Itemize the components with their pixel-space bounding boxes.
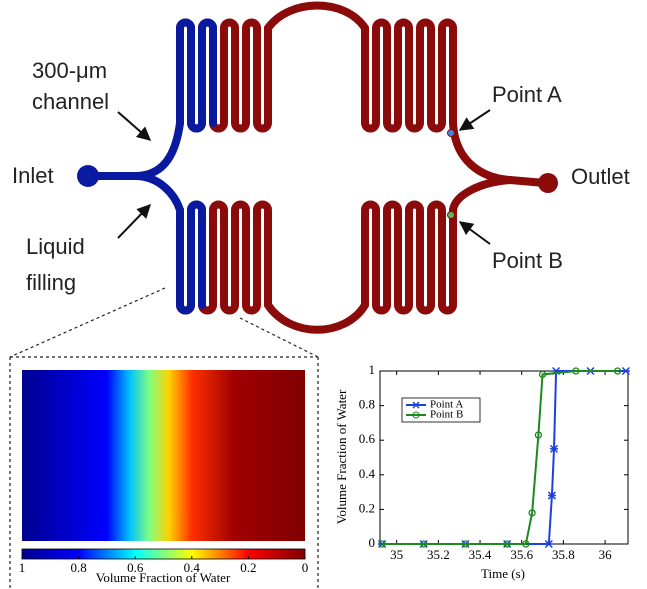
field-image [22,370,305,541]
label: Liquid [26,234,85,259]
x-tick-label: 35.2 [427,547,450,562]
y-tick-label: 0.8 [359,397,375,412]
marker [538,370,547,379]
y-tick-label: 0 [369,535,376,550]
legend-marker [412,411,420,419]
colorbar [21,548,306,560]
marker [572,367,580,375]
marker [621,366,630,376]
point-a-marker [447,129,455,137]
x-axis-label: Time (s) [481,566,525,581]
marker [528,509,536,517]
y-axis-label: Volume Fraction of Water [334,389,349,524]
arrows [117,109,491,245]
label: 300-μm [32,58,107,83]
label: Point B [492,248,563,273]
serpentine [176,200,206,315]
serpentine [176,18,217,133]
plot-area [379,370,629,545]
marker [613,367,622,375]
legend-marker [412,401,420,409]
serpentine [361,18,457,133]
x-tick-label: 1 [19,560,26,575]
marker [544,539,553,549]
marker [420,540,428,548]
marker [549,444,559,453]
series-line [382,370,618,545]
x-tick-label: 0.2 [240,560,256,575]
marker [522,540,530,548]
label: Outlet [571,164,630,189]
x-tick-label: 35 [390,547,403,562]
y-tick-label: 0.2 [359,500,375,515]
point-b-marker [447,211,455,219]
colorbar-label: Volume Fraction of Water [96,570,231,585]
y-tick-label: 0.6 [359,431,376,446]
x-tick-label: 0.6 [127,560,144,575]
label: Point A [492,82,562,107]
zoom-lines [9,287,319,589]
y-tick-label: 0.4 [359,466,376,481]
label: Inlet [12,163,54,188]
marker [534,431,543,439]
marker [461,540,470,548]
x-tick-label: 0.4 [184,560,201,575]
x-tick-label: 36 [599,547,613,562]
legend-label: Point A [430,399,463,411]
marker [503,540,511,548]
marker [547,491,556,500]
legend-label: Point B [430,409,463,421]
x-tick-label: 35.8 [552,547,575,562]
x-tick-label: 35.4 [469,547,492,562]
x-tick-label: 0 [302,560,309,575]
x-tick-label: 0.8 [70,560,86,575]
marker [378,540,386,548]
label: channel [32,89,109,114]
serpentine [361,200,457,315]
microchannel [77,1,558,334]
x-tick-label: 35.6 [510,547,533,562]
label: filling [26,270,76,295]
y-tick-label: 1 [369,362,376,377]
